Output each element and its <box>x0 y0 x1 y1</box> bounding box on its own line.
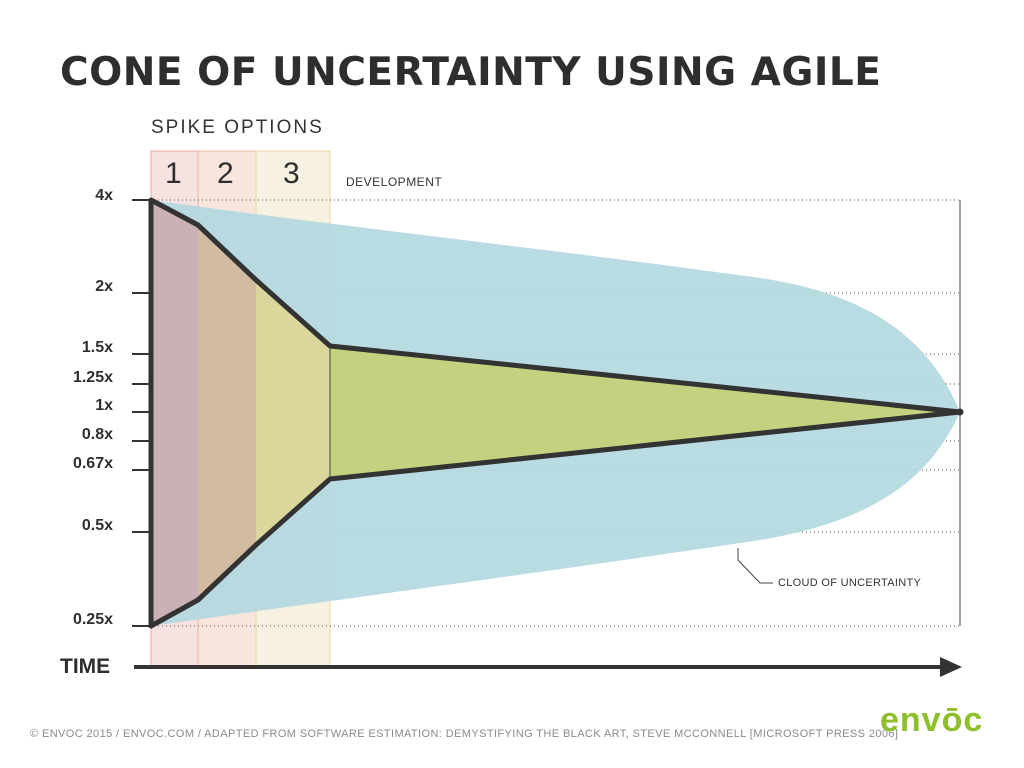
y-tick-label: 0.5x <box>81 517 113 534</box>
development-cone <box>330 346 960 479</box>
envoc-logo: envōc <box>880 701 984 739</box>
cloud-label-leader <box>737 548 773 584</box>
time-axis-label: TIME <box>60 655 111 678</box>
y-tick-label: 1x <box>95 397 113 414</box>
y-tick-label: 1.5x <box>81 339 113 356</box>
y-tick-marks <box>132 199 151 627</box>
spike-fill-1 <box>151 200 198 626</box>
convergence-point <box>956 408 964 416</box>
spike-number-1: 1 <box>165 157 182 190</box>
y-tick-label: 0.25x <box>72 611 113 628</box>
footer-credit: © ENVOC 2015 / ENVOC.COM / ADAPTED FROM … <box>30 728 899 740</box>
time-axis-arrowhead <box>940 657 962 677</box>
spike-fill-2 <box>198 225 256 600</box>
spike-number-2: 2 <box>217 157 234 190</box>
spike-options-label: SPIKE OPTIONS <box>151 117 324 138</box>
lower-estimate-line <box>148 409 963 629</box>
y-tick-label: 0.67x <box>72 455 113 472</box>
y-tick-label: 2x <box>95 278 113 295</box>
spike-fill-3 <box>256 280 330 545</box>
upper-estimate-line <box>148 197 963 415</box>
y-tick-label: 1.25x <box>72 369 113 386</box>
cloud-label: CLOUD OF UNCERTAINTY <box>778 577 922 589</box>
y-tick-label: 0.8x <box>81 426 113 443</box>
y-tick-label: 4x <box>95 187 113 204</box>
page-title: CONE OF UNCERTAINTY USING AGILE <box>60 50 882 95</box>
development-label: DEVELOPMENT <box>346 175 443 189</box>
spike-number-3: 3 <box>283 157 300 190</box>
